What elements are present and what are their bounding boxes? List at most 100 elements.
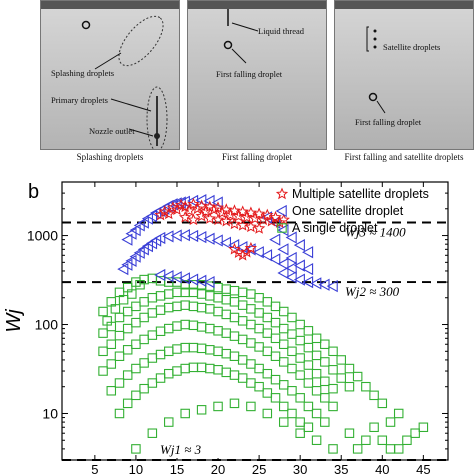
one-satellite-point [154, 231, 166, 245]
single-droplet-point [377, 435, 388, 446]
single-droplet-point [180, 408, 190, 419]
multiple-satellite-point [187, 213, 200, 226]
single-droplet-point [221, 294, 232, 305]
one-satellite-point [269, 253, 281, 266]
single-droplet-point [328, 401, 338, 412]
one-satellite-point [277, 266, 289, 280]
one-satellite-point [137, 216, 149, 229]
single-droplet-point [287, 346, 297, 357]
single-droplet-point [118, 294, 129, 305]
single-droplet-point [122, 398, 133, 409]
single-droplet-point [295, 319, 305, 330]
single-droplet-point [311, 408, 322, 419]
x-tick-label: 40 [375, 462, 389, 474]
single-droplet-point [311, 333, 322, 344]
single-droplet-point [287, 329, 297, 339]
multiple-satellite-point [244, 206, 258, 219]
single-droplet-point [164, 302, 174, 313]
threshold-label: Wj3 ≈ 1400 [345, 225, 406, 240]
single-droplet-point [229, 351, 240, 361]
single-droplet-point [270, 374, 281, 385]
single-droplet-point [98, 346, 108, 357]
single-droplet-point [155, 326, 166, 337]
single-droplet-point [164, 289, 174, 299]
one-satellite-point [203, 275, 215, 289]
single-droplet-point [320, 357, 330, 367]
threshold-label-bg [342, 223, 430, 241]
single-droplet-point [188, 301, 199, 312]
single-droplet-point [278, 306, 289, 317]
multiple-satellite-point [211, 213, 225, 226]
multiple-satellite-point [191, 202, 204, 215]
legend-entry-label: One satellite droplet [292, 204, 404, 218]
single-droplet-point [361, 435, 371, 446]
one-satellite-point [302, 275, 314, 289]
photo-splashing: Splashing droplets Primary droplets Nozz… [40, 0, 180, 150]
single-droplet-point [270, 333, 281, 344]
single-droplet-point [221, 309, 232, 320]
y-axis-label: Wj [3, 309, 25, 333]
one-satellite-point [318, 278, 330, 291]
threshold-label: Wj2 ≈ 300 [345, 284, 400, 299]
single-droplet-point [254, 292, 264, 303]
multiple-satellite-point [178, 210, 192, 223]
single-droplet-point [246, 319, 256, 330]
single-droplet-point [295, 428, 305, 438]
single-droplet-point [328, 444, 338, 454]
single-droplet-point [114, 330, 125, 341]
single-droplet-point [164, 346, 174, 357]
single-droplet-point [270, 351, 281, 361]
multiple-satellite-point [195, 209, 208, 222]
single-droplet-point [147, 330, 158, 340]
single-droplet-point [254, 342, 264, 352]
single-droplet-point [114, 408, 125, 419]
single-droplet-point [262, 312, 273, 323]
one-satellite-point [285, 271, 297, 284]
multiple-satellite-point [273, 216, 286, 228]
single-droplet-point [254, 323, 264, 334]
single-droplet-point [311, 386, 322, 396]
single-droplet-point [328, 383, 338, 394]
one-satellite-point [211, 196, 223, 209]
single-droplet-point [164, 368, 174, 379]
one-satellite-point [302, 262, 314, 276]
y-tick-label: 100 [35, 317, 59, 333]
multiple-satellite-point [236, 248, 249, 261]
one-satellite-point [260, 249, 273, 262]
single-droplet-point [196, 322, 207, 332]
single-droplet-point [131, 444, 141, 454]
single-droplet-point [303, 326, 314, 336]
annotation-satellite-droplets: Satellite droplets [383, 42, 440, 52]
one-satellite-point [285, 251, 297, 265]
single-droplet-point [205, 363, 215, 374]
single-droplet-point [237, 355, 248, 365]
single-droplet-point [303, 422, 314, 433]
x-tick-label: 20 [211, 462, 225, 474]
single-droplet-point [147, 428, 158, 438]
single-droplet-point [295, 353, 305, 363]
annotation-first-falling-droplet-2: First falling droplet [355, 117, 422, 127]
single-droplet-point [278, 357, 289, 367]
single-droplet-point [262, 388, 273, 398]
single-droplet-point [164, 417, 174, 427]
photo-first-falling: Liquid thread First falling droplet [187, 0, 327, 150]
single-droplet-point [131, 339, 141, 350]
multiple-satellite-point [195, 199, 208, 212]
multiple-satellite-point [220, 214, 233, 227]
single-droplet-point [213, 346, 223, 357]
single-droplet-point [131, 317, 141, 328]
single-droplet-point [320, 417, 330, 427]
multiple-satellite-point [244, 220, 258, 233]
single-droplet-point [106, 321, 117, 332]
one-satellite-point [293, 273, 305, 286]
single-droplet-point [393, 408, 404, 419]
photo-caption-splashing: Splashing droplets [76, 152, 144, 162]
multiple-satellite-point [252, 207, 266, 220]
single-droplet-point [98, 328, 108, 338]
one-satellite-point [302, 246, 314, 259]
single-droplet-point [295, 417, 305, 427]
multiple-satellite-point [261, 208, 274, 221]
one-satellite-point [285, 231, 297, 244]
one-satellite-point [129, 224, 141, 237]
single-droplet-point [221, 328, 232, 338]
